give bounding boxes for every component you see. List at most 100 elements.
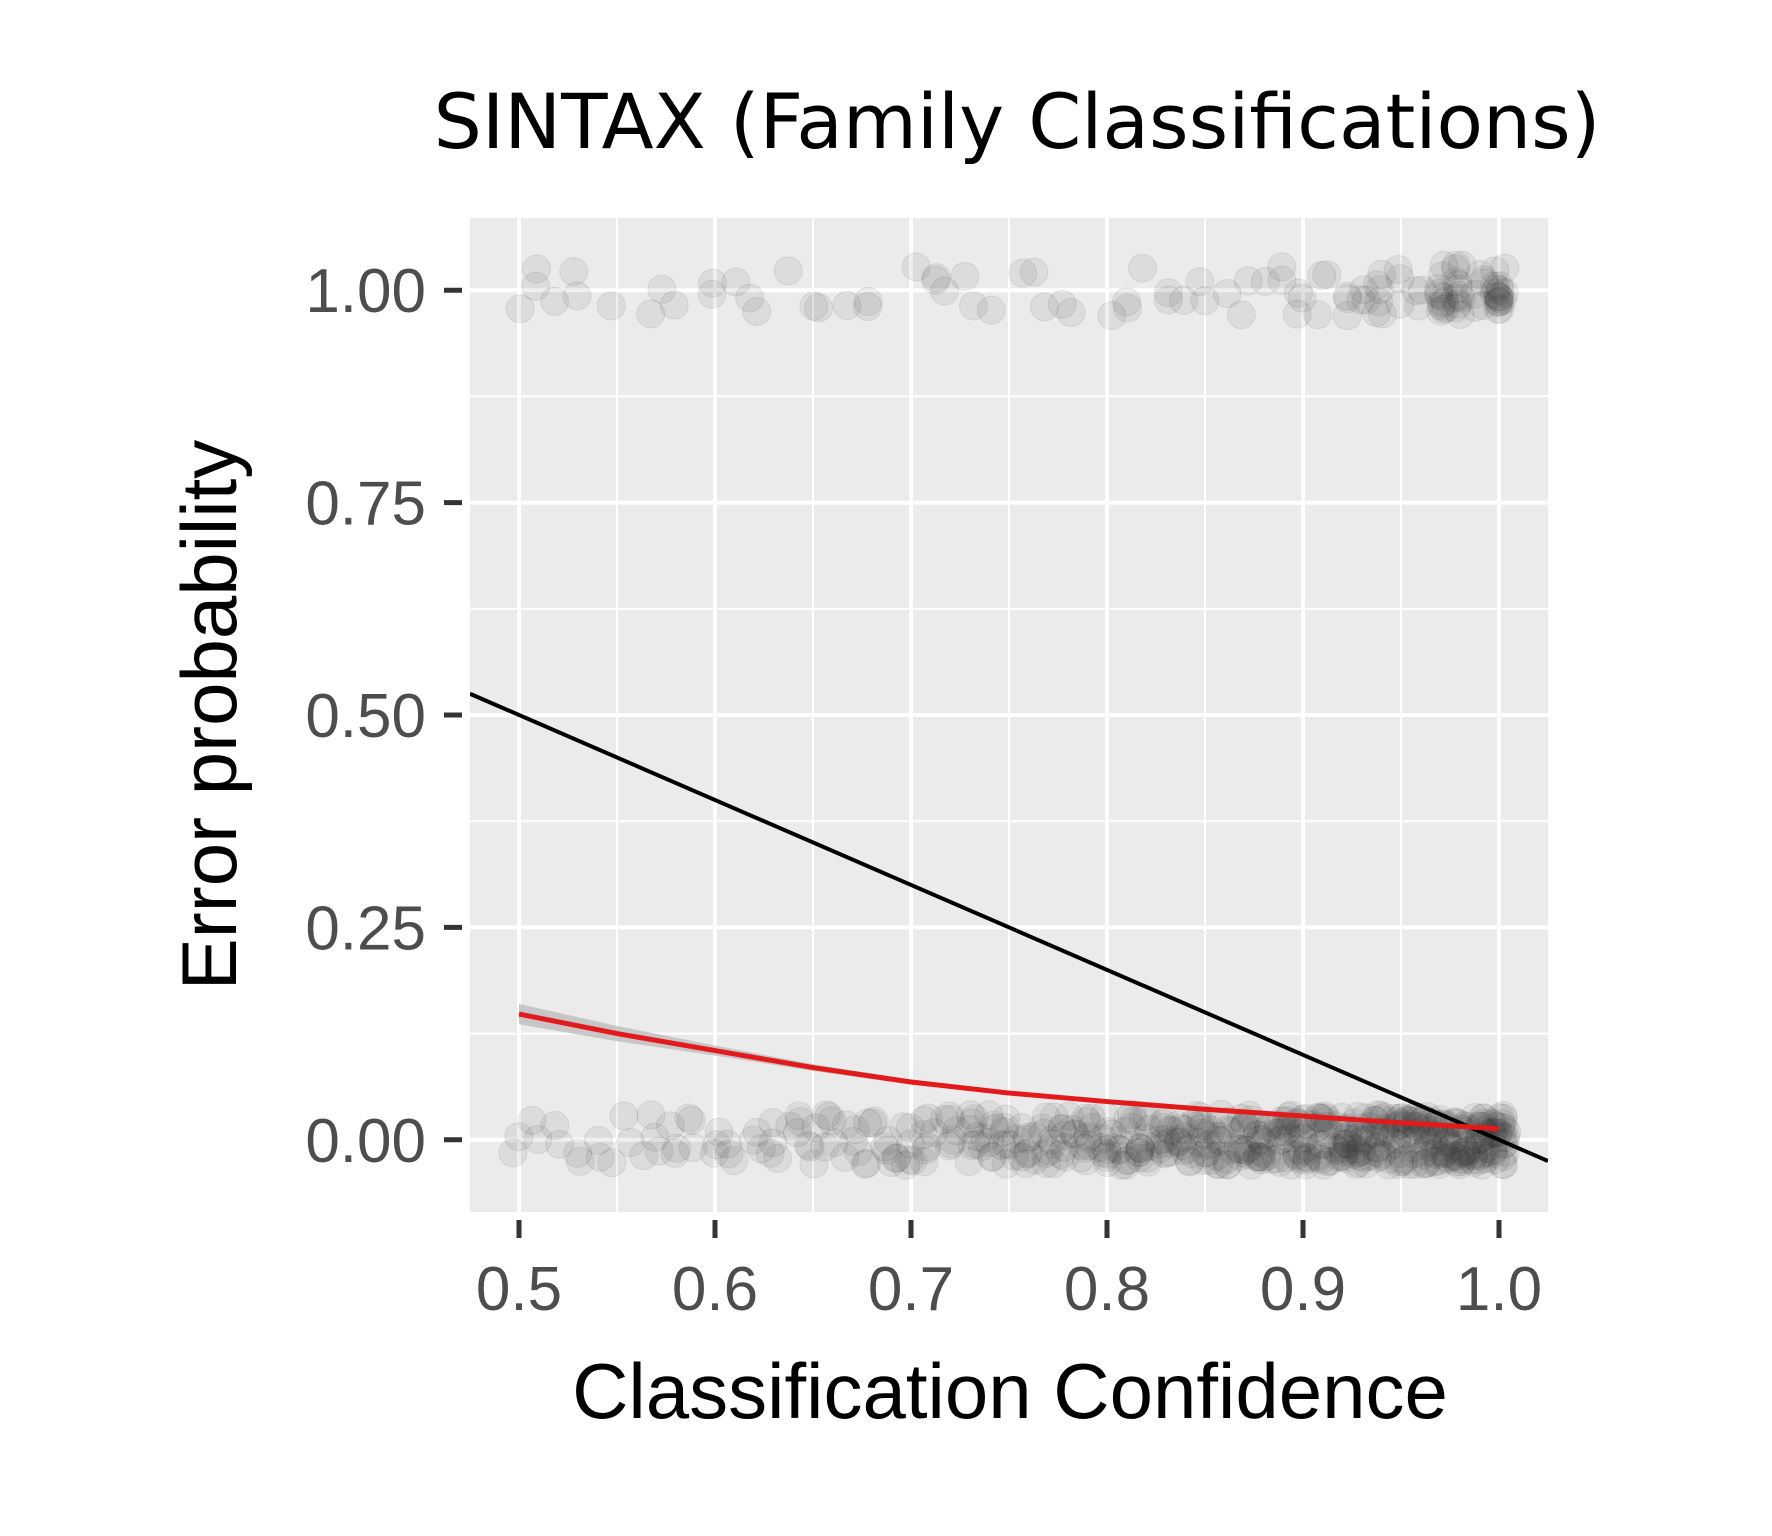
point-error: [698, 268, 728, 298]
point-correct: [1464, 1145, 1494, 1175]
point-correct: [1192, 1138, 1222, 1168]
point-correct: [1190, 1138, 1220, 1168]
point-correct: [583, 1125, 613, 1155]
point-correct: [894, 1145, 924, 1175]
point-correct: [1347, 1125, 1377, 1155]
point-correct: [755, 1138, 785, 1168]
point-correct: [1282, 1141, 1312, 1171]
point-correct: [1170, 1122, 1200, 1152]
axes: 0.5 0.6 0.7 0.8 0.9 1.0 0.00 0.25 0.50 0.75 1.00: [305, 257, 1542, 1324]
point-error: [1489, 278, 1519, 308]
point-correct: [1333, 1135, 1363, 1165]
point-correct: [1196, 1129, 1226, 1159]
point-correct: [597, 1148, 627, 1178]
x-tick-label: 0.8: [1064, 1255, 1150, 1324]
point-correct: [1330, 1123, 1360, 1153]
point-error: [1250, 266, 1280, 296]
point-correct: [738, 1125, 768, 1155]
point-error: [1333, 284, 1363, 314]
point-correct: [853, 1108, 883, 1138]
point-error: [697, 279, 727, 309]
point-correct: [1309, 1150, 1339, 1180]
point-correct: [1446, 1147, 1476, 1177]
point-correct: [872, 1135, 902, 1165]
point-correct: [977, 1142, 1007, 1172]
point-correct: [1247, 1137, 1277, 1167]
point-error: [1047, 289, 1077, 319]
point-correct: [1485, 1103, 1515, 1133]
point-correct: [1047, 1114, 1077, 1144]
point-correct: [1013, 1122, 1043, 1152]
point-correct: [794, 1130, 824, 1160]
point-correct: [1328, 1141, 1358, 1171]
point-correct: [801, 1113, 831, 1143]
point-correct: [640, 1122, 670, 1152]
point-correct: [1227, 1114, 1257, 1144]
point-correct: [1046, 1140, 1076, 1170]
point-error: [1153, 278, 1183, 308]
point-error: [735, 283, 765, 313]
point-error: [1267, 252, 1297, 282]
point-correct: [1305, 1130, 1335, 1160]
point-correct: [1488, 1103, 1518, 1133]
point-error: [1465, 260, 1495, 290]
x-tick-label: 0.6: [672, 1255, 758, 1324]
point-correct: [1447, 1138, 1477, 1168]
point-error: [804, 293, 834, 323]
point-correct: [1174, 1147, 1204, 1177]
point-error: [950, 261, 980, 291]
point-error: [1460, 292, 1490, 322]
point-error: [1485, 284, 1515, 314]
point-correct: [895, 1113, 925, 1143]
point-correct: [909, 1105, 939, 1135]
point-correct: [1047, 1113, 1077, 1143]
point-correct: [1439, 1142, 1469, 1172]
y-axis-title: Error probability: [165, 440, 253, 991]
point-correct: [1340, 1134, 1370, 1164]
point-correct: [919, 1118, 949, 1148]
point-correct: [1232, 1135, 1262, 1165]
point-correct: [898, 1146, 928, 1176]
point-correct: [1388, 1146, 1418, 1176]
point-error: [1056, 298, 1086, 328]
point-correct: [775, 1111, 805, 1141]
point-error: [1447, 283, 1477, 313]
point-error: [1267, 265, 1297, 295]
y-tick-label: 0.75: [305, 470, 426, 539]
point-correct: [857, 1108, 887, 1138]
point-correct: [1362, 1143, 1392, 1173]
point-error: [1429, 294, 1459, 324]
point-correct: [1442, 1147, 1472, 1177]
point-correct: [987, 1130, 1017, 1160]
point-correct: [811, 1100, 841, 1130]
point-correct: [563, 1138, 593, 1168]
point-correct: [1301, 1113, 1331, 1143]
point-correct: [1074, 1131, 1104, 1161]
point-correct: [1382, 1124, 1412, 1154]
point-correct: [1265, 1147, 1295, 1177]
point-correct: [1060, 1119, 1090, 1149]
point-error: [1426, 296, 1456, 326]
point-correct: [1204, 1150, 1234, 1180]
point-correct: [819, 1128, 849, 1158]
point-correct: [1422, 1140, 1452, 1170]
point-correct: [1104, 1134, 1134, 1164]
point-correct: [1448, 1145, 1478, 1175]
point-correct: [1184, 1127, 1214, 1157]
point-correct: [1134, 1114, 1164, 1144]
point-correct: [1105, 1135, 1135, 1165]
point-correct: [1459, 1141, 1489, 1171]
point-correct: [1418, 1127, 1448, 1157]
point-correct: [1073, 1123, 1103, 1153]
point-correct: [1385, 1139, 1415, 1169]
point-error: [1312, 260, 1342, 290]
point-correct: [1126, 1133, 1156, 1163]
point-error: [1431, 293, 1461, 323]
point-correct: [1039, 1149, 1069, 1179]
point-correct: [1459, 1148, 1489, 1178]
point-correct: [1248, 1128, 1278, 1158]
point-correct: [1212, 1150, 1242, 1180]
point-error: [1097, 301, 1127, 331]
point-correct: [1292, 1132, 1322, 1162]
point-correct: [870, 1132, 900, 1162]
